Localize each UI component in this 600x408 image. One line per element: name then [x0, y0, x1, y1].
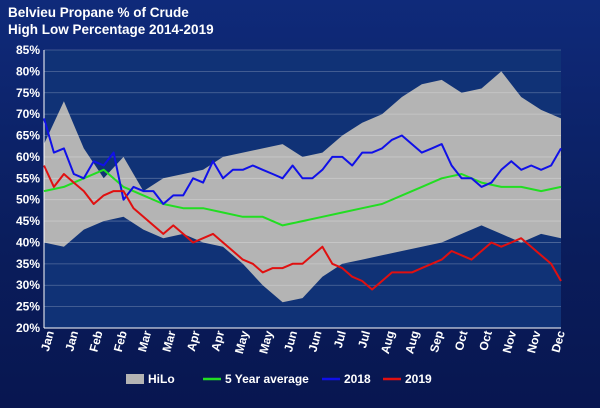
x-tick-label: Oct [476, 329, 495, 352]
y-tick-label: 20% [16, 321, 40, 335]
x-tick-label: Sep [427, 329, 446, 354]
series-2019-line [43, 165, 562, 291]
x-tick-label: Jul [355, 329, 373, 349]
y-tick-label: 55% [16, 171, 40, 185]
x-tick-label: Aug [378, 329, 398, 355]
x-tick-label: May [232, 329, 252, 355]
y-tick-label: 85% [16, 43, 40, 57]
x-tick-label: Oct [452, 329, 471, 352]
x-tick-label: Apr [208, 329, 227, 353]
x-tick-label: Jul [331, 329, 349, 349]
y-tick-label: 75% [16, 86, 40, 100]
chart-subtitle: High Low Percentage 2014-2019 [8, 22, 214, 37]
y-tick-label: 45% [16, 214, 40, 228]
y-tick-label: 80% [16, 64, 40, 78]
x-tick-label: Jan [38, 329, 57, 353]
x-tick-label: May [256, 329, 276, 355]
legend-label: 5 Year average [225, 372, 309, 386]
y-tick-label: 70% [16, 107, 40, 121]
x-tick-label: Feb [87, 329, 106, 353]
x-tick-label: Mar [160, 329, 179, 354]
x-tick-label: Dec [549, 329, 568, 354]
x-tick-label: Apr [184, 329, 203, 353]
series-hilo-band [44, 71, 561, 303]
legend-label: HiLo [148, 372, 175, 386]
x-tick-label: Nov [500, 329, 519, 355]
x-tick-label: Mar [135, 329, 154, 354]
x-tick-label: Nov [524, 329, 543, 355]
y-tick-label: 35% [16, 257, 40, 271]
x-tick-label: Jun [281, 329, 300, 353]
chart-title: Belvieu Propane % of Crude [8, 5, 189, 20]
x-tick-label: Aug [402, 329, 422, 355]
chart-title-block: Belvieu Propane % of Crude High Low Perc… [8, 4, 214, 38]
x-tick-label: Feb [111, 329, 130, 353]
x-tick-label: Jun [306, 329, 325, 353]
x-tick-label: Jan [62, 329, 81, 353]
y-tick-label: 30% [16, 278, 40, 292]
y-tick-label: 25% [16, 300, 40, 314]
y-tick-label: 40% [16, 235, 40, 249]
legend-label: 2018 [344, 372, 371, 386]
legend-swatch [126, 374, 144, 384]
series-2018-line [43, 118, 562, 205]
y-tick-label: 60% [16, 150, 40, 164]
y-tick-label: 65% [16, 129, 40, 143]
y-tick-label: 50% [16, 193, 40, 207]
legend-label: 2019 [405, 372, 432, 386]
